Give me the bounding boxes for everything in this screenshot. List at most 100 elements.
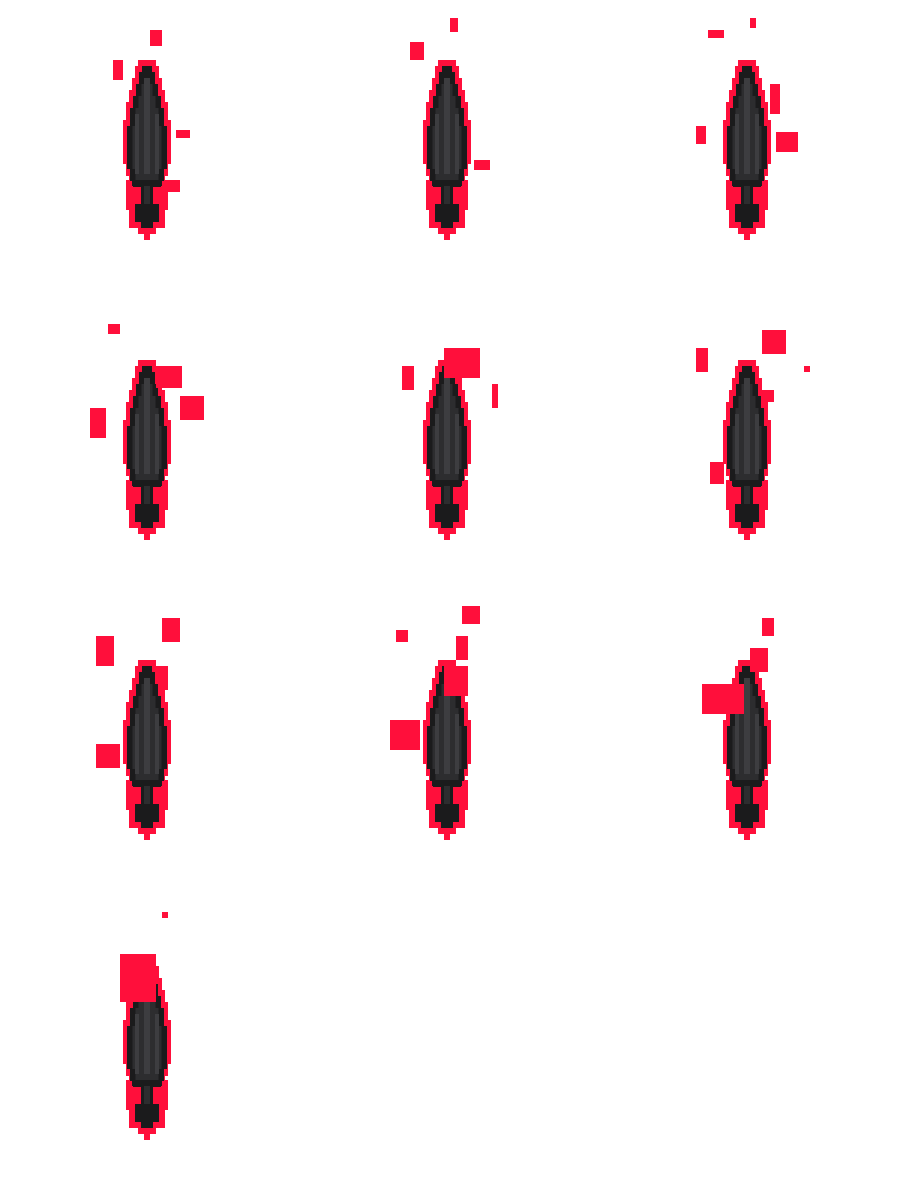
blade-sheen: [435, 114, 439, 174]
crossguard: [132, 1080, 162, 1086]
blade-sheen: [735, 114, 739, 174]
spark-particle: [176, 130, 190, 138]
spark-particle: [474, 160, 490, 170]
blade-sheen: [155, 414, 159, 474]
spark-particle: [762, 618, 774, 636]
blade-sheen: [455, 114, 459, 174]
pommel-tip: [441, 522, 453, 528]
spark-particle: [162, 618, 180, 642]
blade-ridge: [444, 678, 450, 774]
blade-sheen: [455, 414, 459, 474]
crossguard: [432, 480, 462, 486]
pommel-tip: [141, 522, 153, 528]
spark-particle: [96, 636, 114, 666]
grip-edge: [141, 1086, 144, 1104]
spark-particle: [410, 42, 424, 60]
glow-tip: [738, 228, 756, 234]
sprite-frame-3: [600, 0, 900, 300]
blade-sheen: [135, 714, 139, 774]
spark-particle: [804, 366, 810, 372]
glow-tip-point: [444, 234, 450, 240]
pommel: [435, 804, 459, 822]
blade-sheen: [135, 414, 139, 474]
blade-body: [435, 174, 459, 181]
spark-particle: [776, 132, 798, 152]
blade-body: [135, 474, 159, 481]
spark-particle: [444, 666, 468, 696]
blade-sheen: [435, 714, 439, 774]
pommel: [735, 204, 759, 222]
glow-outline: [138, 60, 156, 68]
blade-body: [135, 174, 159, 181]
blade-sheen: [435, 414, 439, 474]
blade-outline: [739, 672, 755, 679]
glow-tip-point: [444, 534, 450, 540]
spark-particle: [450, 18, 458, 32]
spark-particle: [402, 366, 414, 390]
blade-ridge: [744, 678, 750, 774]
dark-blade-sprite-2: [410, 18, 490, 240]
glow-tip-point: [144, 834, 150, 840]
blade-body: [735, 174, 759, 181]
glow-tip-point: [144, 534, 150, 540]
pommel-tip: [441, 822, 453, 828]
blade-ridge: [744, 78, 750, 174]
dark-blade-sprite-9: [702, 618, 774, 840]
grip-edge: [750, 186, 753, 204]
spark-particle: [96, 744, 120, 768]
grip-edge: [741, 186, 744, 204]
spark-particle: [156, 366, 182, 388]
spark-particle: [158, 666, 168, 690]
sprite-frame-4: [0, 300, 300, 600]
glow-outline: [438, 60, 456, 68]
spark-particle: [456, 636, 468, 660]
sprite-frame-6: [600, 300, 900, 600]
blade-outline: [742, 666, 752, 673]
grip-edge: [150, 786, 153, 804]
spark-particle: [108, 324, 120, 334]
glow-tip: [438, 528, 456, 534]
glow-tip-point: [744, 534, 750, 540]
blade-outline: [139, 372, 155, 379]
blade-ridge: [144, 678, 150, 774]
glow-outline: [738, 660, 756, 668]
sprite-frame-2: [300, 0, 600, 300]
blade-sheen: [135, 1014, 139, 1074]
pommel-tip: [741, 822, 753, 828]
blade-body: [735, 774, 759, 781]
spark-particle: [390, 720, 420, 750]
pommel-tip: [141, 1122, 153, 1128]
crossguard: [732, 180, 762, 186]
blade-sheen: [135, 114, 139, 174]
spark-particle: [180, 396, 204, 420]
blade-sheen: [755, 114, 759, 174]
glow-outline: [738, 360, 756, 368]
glow-outline: [438, 660, 456, 668]
glow-tip: [138, 828, 156, 834]
pommel: [435, 204, 459, 222]
glow-tip: [138, 528, 156, 534]
glow-outline: [138, 660, 156, 668]
spark-particle: [750, 18, 756, 28]
grip-edge: [450, 786, 453, 804]
spark-particle: [696, 126, 706, 144]
spark-particle: [90, 408, 106, 438]
pommel: [735, 804, 759, 822]
grip-edge: [750, 786, 753, 804]
grip-edge: [441, 186, 444, 204]
sprite-frame-7: [0, 600, 300, 900]
spark-particle: [710, 462, 724, 484]
sprite-frame-1: [0, 0, 300, 300]
crossguard: [432, 780, 462, 786]
pommel-tip: [141, 222, 153, 228]
dark-blade-sprite-5: [402, 348, 498, 540]
crossguard: [132, 180, 162, 186]
blade-outline: [142, 666, 152, 673]
spark-particle: [762, 330, 786, 354]
spark-particle: [708, 30, 724, 38]
blade-sheen: [735, 414, 739, 474]
blade-body: [435, 474, 459, 481]
dark-blade-sprite-10: [120, 912, 171, 1140]
crossguard: [732, 480, 762, 486]
